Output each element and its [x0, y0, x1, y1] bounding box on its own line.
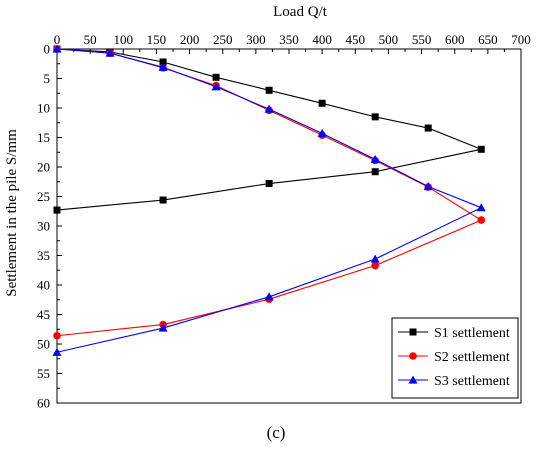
x-tick-label: 600	[445, 32, 465, 47]
data-point	[264, 292, 274, 301]
x-tick-label: 550	[412, 32, 432, 47]
x-tick-label: 700	[511, 32, 531, 47]
x-tick-label: 200	[180, 32, 200, 47]
data-point	[424, 124, 432, 132]
data-point	[371, 168, 379, 176]
y-tick-label: 20	[37, 160, 50, 175]
data-point	[370, 154, 380, 163]
x-tick-label: 0	[54, 32, 61, 47]
data-point	[158, 323, 168, 332]
x-tick-label: 300	[246, 32, 266, 47]
data-point	[423, 181, 433, 191]
x-tick-label: 100	[114, 32, 134, 47]
series-3	[52, 44, 486, 356]
data-point	[265, 86, 273, 94]
x-axis-title: Load Q/t	[273, 4, 328, 20]
y-tick-label: 10	[37, 101, 50, 116]
data-point	[52, 347, 62, 356]
data-point	[264, 104, 274, 113]
x-tick-label: 400	[312, 32, 332, 47]
y-tick-label: 40	[37, 278, 50, 293]
y-tick-label: 55	[37, 366, 50, 381]
y-tick-label: 60	[37, 396, 50, 411]
y-tick-label: 35	[37, 248, 50, 263]
data-point	[158, 62, 168, 71]
data-point	[53, 331, 61, 340]
series-1	[53, 45, 485, 214]
x-tick-label: 250	[213, 32, 233, 47]
x-tick-label: 150	[147, 32, 167, 47]
data-point	[52, 44, 62, 53]
plot-area: 0 50 100 150 200 250 300 350 400 450 500 550 600 650 7…	[37, 32, 531, 411]
legend-label: S2 settlement	[434, 350, 510, 365]
legend-marker	[408, 375, 418, 384]
figure-caption: (c)	[267, 423, 286, 442]
data-point	[105, 48, 115, 57]
y-tick-label: 15	[37, 130, 50, 145]
y-tick-label: 5	[44, 71, 51, 86]
data-point	[265, 180, 273, 188]
data-point	[370, 254, 380, 263]
data-point	[371, 113, 379, 121]
x-tick-label: 50	[84, 32, 97, 47]
data-point	[53, 206, 61, 214]
data-point	[211, 82, 221, 91]
data-point	[476, 203, 486, 212]
data-point	[159, 196, 167, 204]
series-line	[56, 48, 483, 353]
legend-marker	[409, 352, 417, 360]
x-tick-label: 500	[379, 32, 399, 47]
data-point	[212, 73, 220, 81]
y-tick-label: 50	[37, 337, 50, 352]
data-point	[318, 99, 326, 107]
data-point	[317, 128, 327, 137]
x-tick-label: 350	[279, 32, 299, 47]
y-tick-label: 45	[37, 307, 50, 322]
data-point	[159, 58, 167, 66]
y-tick-label: 25	[37, 189, 50, 204]
legend: S1 settlement S2 settlement S3 settlement	[391, 317, 519, 399]
data-point	[477, 145, 485, 153]
x-tick-label: 650	[478, 32, 498, 47]
y-axis-title: Settlement in the pile S/mm	[4, 129, 20, 297]
y-tick-label: 0	[44, 42, 51, 57]
legend-label: S1 settlement	[434, 326, 510, 341]
legend-label: S3 settlement	[434, 374, 510, 389]
data-point	[477, 216, 486, 224]
y-tick-label: 30	[37, 219, 50, 234]
legend-marker	[409, 328, 417, 336]
data-point	[371, 261, 379, 270]
x-tick-label: 450	[346, 32, 366, 47]
